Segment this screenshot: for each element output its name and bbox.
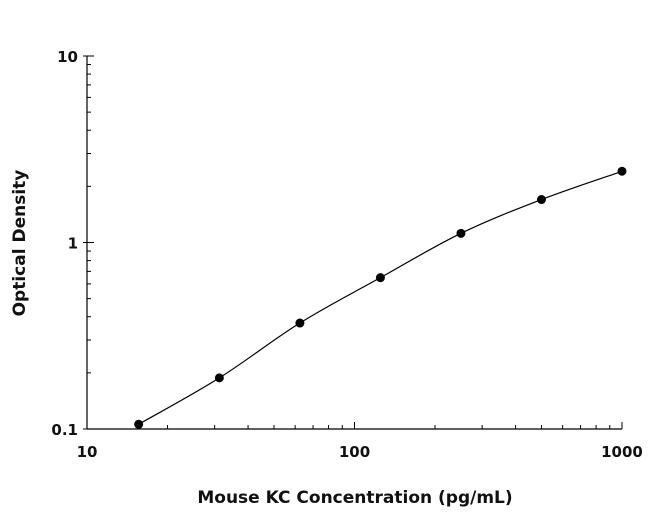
data-point (214, 373, 224, 383)
data-point (536, 195, 546, 205)
fit-curve (138, 170, 623, 425)
y-axis-label: Optical Density (10, 170, 30, 317)
axes: 10 100 1000 0.1 1 10 (51, 48, 642, 461)
x-tick-label: 10 (77, 443, 98, 461)
data-points (134, 166, 627, 429)
data-point (134, 419, 144, 429)
data-point (295, 318, 305, 328)
y-tick-label: 1 (68, 235, 78, 253)
data-point (456, 228, 466, 238)
x-tick-label: 100 (339, 443, 370, 461)
x-tick-label: 1000 (601, 443, 643, 461)
x-axis-label: Mouse KC Concentration (pg/mL) (197, 488, 512, 508)
y-tick-label: 10 (57, 48, 78, 66)
y-tick-label: 0.1 (51, 421, 78, 439)
data-point (375, 273, 385, 283)
data-point (617, 166, 627, 176)
